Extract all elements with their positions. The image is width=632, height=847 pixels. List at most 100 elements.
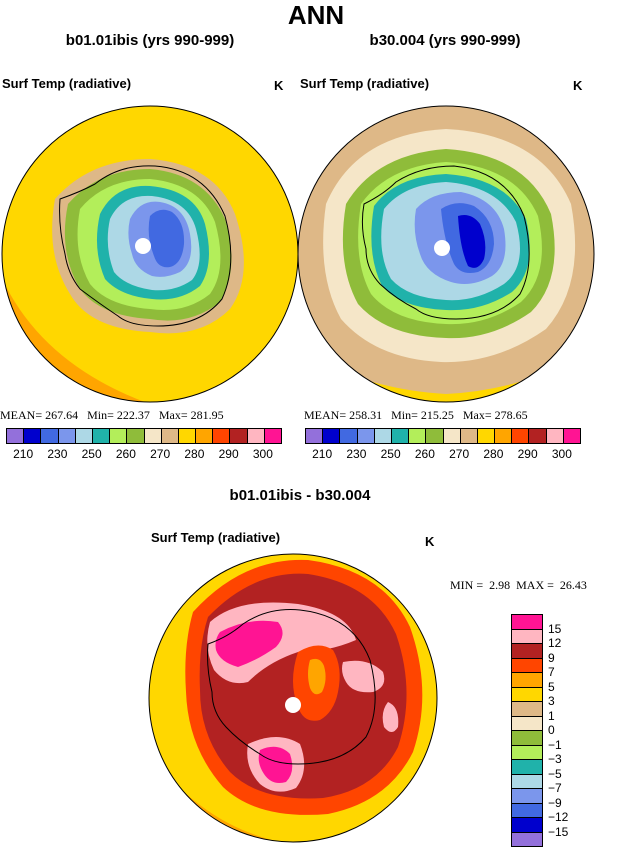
panel-1-colorbar-swatch (264, 429, 281, 443)
panel-2-units: K (573, 78, 583, 93)
panel-2-colorbar-swatch (409, 429, 427, 443)
diff-region-15-east (342, 660, 399, 732)
panel-1-colorbar-tick-label: 270 (150, 447, 171, 461)
panel-2-colorbar-swatch (460, 429, 478, 443)
panel-1-colorbar-swatch (75, 429, 93, 443)
panel-2-coastline (361, 165, 530, 320)
panel-2-colorbar-tick-label: 290 (517, 447, 538, 461)
diff-map-border (148, 553, 438, 843)
diff-colorbar-swatch (512, 673, 542, 688)
diff-panel-variable: Surf Temp (radiative) (151, 530, 281, 545)
diff-colorbar-swatch (512, 629, 542, 644)
diff-colorbar-swatch (512, 789, 542, 804)
panel-2-colorbar-ticks: 210 230 250 260 270 280 290 300 (305, 447, 579, 463)
panel-2-map (297, 105, 595, 403)
diff-colorbar-swatch (512, 716, 542, 731)
diff-colorbar-tick-label: 15 (548, 621, 562, 636)
panel-2-variable: Surf Temp (radiative) (300, 76, 430, 91)
diff-colorbar-tick-label: 3 (548, 694, 555, 708)
diff-colorbar-tick-label: −1 (548, 737, 562, 752)
diff-colorbar-swatch (512, 702, 542, 717)
panel-1-colorbar-tick-label: 210 (13, 447, 34, 461)
panel-2-pole-mask (434, 240, 450, 256)
panel-1-colorbar-tick-label: 230 (47, 447, 68, 461)
panel-1-colorbar-tick-label: 250 (81, 447, 102, 461)
panel-2-colorbar-swatch (391, 429, 410, 443)
panel-1-colorbar (6, 428, 282, 444)
panel-2-colorbar-swatch (323, 429, 341, 443)
panel-1-colorbar-ticks: 210 230 250 260 270 280 290 300 (6, 447, 280, 463)
diff-coastline (207, 609, 376, 765)
diff-colorbar-tick-label: −15 (548, 824, 569, 839)
diff-region-7-interior (308, 658, 326, 695)
diff-colorbar-swatch (512, 615, 542, 630)
panel-1-stats: MEAN= 267.64 Min= 222.37 Max= 281.95 (0, 408, 224, 422)
diff-colorbar-tick-label: 12 (548, 636, 562, 650)
diff-colorbar-swatch (512, 832, 542, 846)
panel-1-colorbar-swatch (213, 429, 231, 443)
diff-colorbar-tick-label: 0 (548, 723, 555, 737)
diff-panel-stats: MIN = 2.98 MAX = 26.43 (450, 578, 587, 592)
panel-2-region-210 (458, 215, 486, 268)
diff-colorbar-swatch (512, 803, 542, 818)
panel-2-colorbar-swatch (477, 429, 496, 443)
panel-1-colorbar-swatch (178, 429, 197, 443)
diff-colorbar-tick-label: −5 (548, 766, 562, 781)
panel-2-colorbar-swatch (495, 429, 513, 443)
diff-colorbar-tick-label: −7 (548, 781, 562, 795)
panel-2-colorbar (305, 428, 581, 444)
diff-colorbar (511, 614, 543, 847)
panel-1-coastline (59, 165, 232, 327)
panel-1-colorbar-swatch (144, 429, 162, 443)
diff-colorbar-tick-label: −3 (548, 752, 562, 766)
panel-1-region-290 (2, 274, 298, 402)
panel-1-colorbar-tick-label: 260 (115, 447, 136, 461)
diff-colorbar-swatch (512, 760, 542, 775)
panel-1-colorbar-swatch (161, 429, 179, 443)
panel-1-colorbar-swatch (24, 429, 42, 443)
diff-panel-map (148, 553, 438, 843)
diff-colorbar-tick-label: −12 (548, 810, 569, 824)
panel-2-colorbar-tick-label: 260 (414, 447, 435, 461)
panel-2-colorbar-swatch (563, 429, 580, 443)
panel-1-colorbar-tick-label: 300 (252, 447, 273, 461)
diff-colorbar-tick-label: 5 (548, 679, 555, 694)
panel-1-title: b01.01ibis (yrs 990-999) (65, 32, 235, 49)
diff-colorbar-swatch (512, 644, 542, 659)
panel-2-colorbar-swatch (306, 429, 324, 443)
panel-2-stats: MEAN= 258.31 Min= 215.25 Max= 278.65 (304, 408, 528, 422)
panel-2-colorbar-tick-label: 250 (380, 447, 401, 461)
diff-panel-title: b01.01ibis - b30.004 (229, 487, 371, 504)
panel-1-colorbar-swatch (196, 429, 214, 443)
panel-1-colorbar-tick-label: 290 (218, 447, 239, 461)
panel-2-colorbar-swatch (374, 429, 392, 443)
panel-2-colorbar-swatch (340, 429, 358, 443)
diff-pole-mask (285, 697, 301, 713)
diff-colorbar-swatch (512, 774, 542, 789)
panel-1-pole-mask (135, 238, 151, 254)
panel-2-map-border (297, 105, 595, 403)
diff-colorbar-tick-label: −9 (548, 795, 562, 810)
panel-1-colorbar-swatch (92, 429, 111, 443)
panel-2-colorbar-swatch (426, 429, 444, 443)
panel-1-colorbar-swatch (7, 429, 25, 443)
panel-2-title: b30.004 (yrs 990-999) (369, 32, 521, 49)
diff-colorbar-tick-label: 7 (548, 665, 555, 679)
panel-1-variable: Surf Temp (radiative) (2, 76, 132, 91)
panel-2-colorbar-tick-label: 280 (483, 447, 504, 461)
panel-2-colorbar-swatch (357, 429, 375, 443)
panel-1-colorbar-swatch (230, 429, 248, 443)
panel-1-map (1, 105, 299, 403)
panel-1-colorbar-swatch (110, 429, 128, 443)
diff-colorbar-swatch (512, 818, 542, 833)
panel-1-colorbar-swatch (127, 429, 145, 443)
panel-1-region-220 (148, 209, 185, 268)
panel-1-colorbar-swatch (41, 429, 59, 443)
panel-2-colorbar-swatch (529, 429, 547, 443)
diff-panel-units: K (425, 534, 435, 549)
diff-colorbar-swatch (512, 731, 542, 746)
panel-1-colorbar-swatch (58, 429, 76, 443)
panel-1-colorbar-tick-label: 280 (184, 447, 205, 461)
panel-2-colorbar-swatch (546, 429, 564, 443)
panel-2-colorbar-tick-label: 270 (449, 447, 470, 461)
